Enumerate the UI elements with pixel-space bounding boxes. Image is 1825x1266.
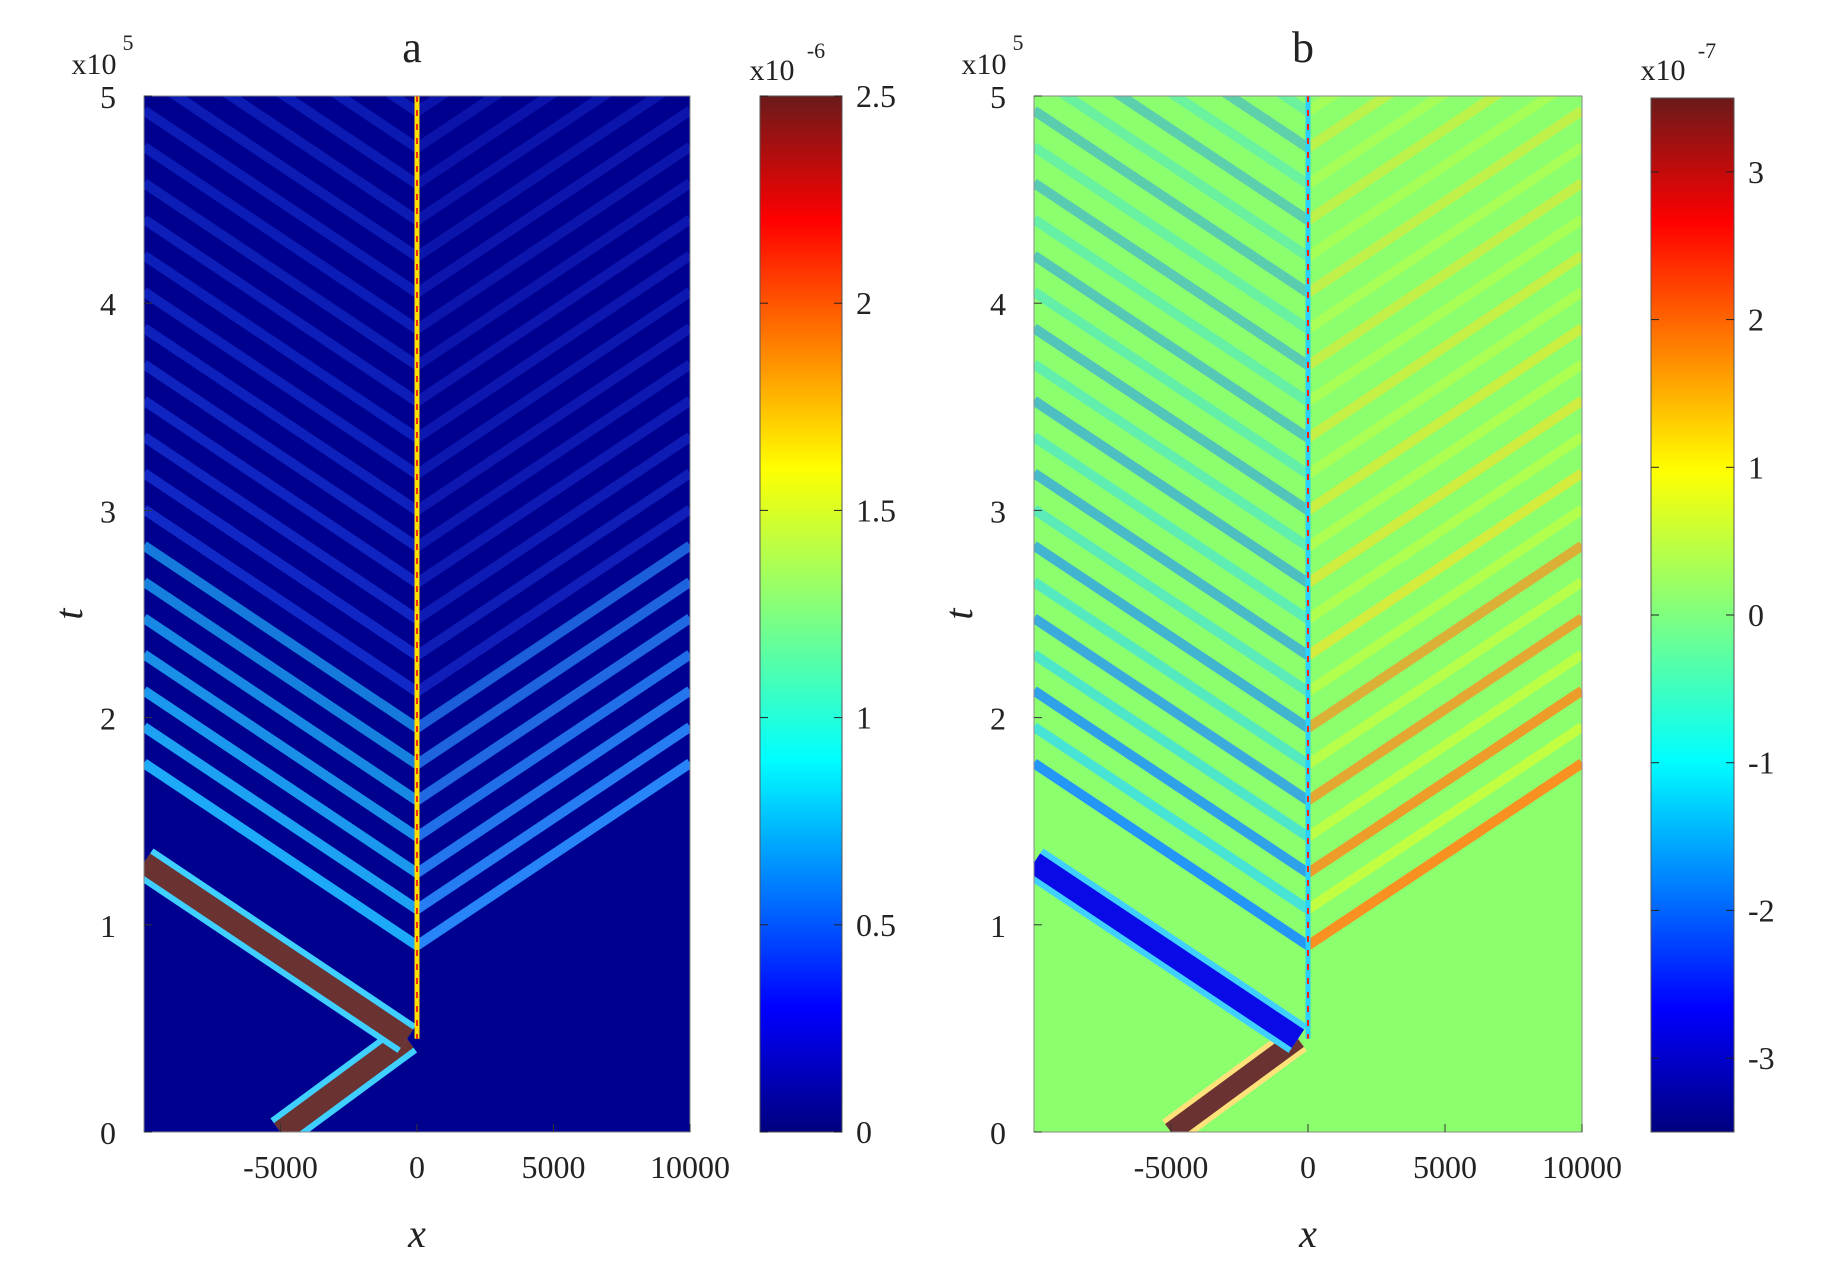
main-pulse bbox=[1034, 848, 1308, 1132]
colorbar: 0 0.5 1 1.5 2 2.5 x10 -6 bbox=[750, 38, 897, 1150]
heatmap-field bbox=[144, 96, 690, 1132]
y-tick-label: 2 bbox=[100, 701, 116, 737]
colorbar-tick-label: 2.5 bbox=[856, 78, 896, 114]
colorbar-exponent-power: -7 bbox=[1698, 38, 1716, 63]
colorbar-exponent-power: -6 bbox=[807, 38, 825, 63]
y-exponent-base: x10 bbox=[962, 48, 1007, 81]
colorbar-gradient bbox=[759, 95, 843, 1133]
y-exponent-base: x10 bbox=[72, 48, 117, 81]
y-tick-label: 1 bbox=[100, 908, 116, 944]
y-axis: 0 1 2 3 4 5 bbox=[990, 79, 1042, 1151]
y-exponent-power: 5 bbox=[1013, 30, 1024, 55]
x-tick-label: 10000 bbox=[1542, 1149, 1622, 1185]
x-axis: -5000 0 5000 10000 bbox=[1134, 1124, 1622, 1185]
y-tick-label: 5 bbox=[100, 79, 116, 115]
left-wave-bands bbox=[144, 96, 420, 950]
colorbar-tick-label: -1 bbox=[1748, 745, 1775, 781]
panel-a: -5000 0 5000 10000012345xtax10500.511.522.5… bbox=[46, 23, 897, 1256]
y-tick-label: 3 bbox=[100, 493, 116, 529]
right-wave-bands bbox=[414, 96, 690, 950]
main-pulse bbox=[144, 848, 418, 1132]
right-wave-bands bbox=[1305, 96, 1582, 950]
heatmap-field bbox=[1034, 96, 1582, 1132]
colorbar-tick-label: 2 bbox=[856, 285, 872, 321]
x-tick-label: 5000 bbox=[1413, 1149, 1477, 1185]
colorbar-tick-label: 1.5 bbox=[856, 492, 896, 528]
colorbar-tick-label: 3 bbox=[1748, 154, 1764, 190]
x-tick-label: 10000 bbox=[650, 1149, 730, 1185]
y-tick-label: 0 bbox=[990, 1115, 1006, 1151]
y-tick-label: 3 bbox=[990, 493, 1006, 529]
panel-b: -5000 0 5000 10000012345xtbx105-3-2-10123x1… bbox=[936, 23, 1775, 1256]
colorbar-tick-label: -2 bbox=[1748, 892, 1775, 928]
colorbar: -3 -2 -1 0 1 2 3 x10 -7 bbox=[1641, 38, 1775, 1133]
y-axis-label: t bbox=[46, 608, 91, 620]
colorbar-tick-label: 2 bbox=[1748, 302, 1764, 338]
panel-title: a bbox=[402, 23, 422, 72]
y-axis-label: t bbox=[936, 608, 981, 620]
y-tick-label: 0 bbox=[100, 1115, 116, 1151]
colorbar-gradient bbox=[1650, 97, 1735, 1133]
colorbar-tick-label: -3 bbox=[1748, 1040, 1775, 1076]
colorbar-exponent-base: x10 bbox=[750, 54, 795, 87]
colorbar-tick-label: 0 bbox=[856, 1114, 872, 1150]
y-tick-label: 2 bbox=[990, 701, 1006, 737]
y-tick-label: 4 bbox=[100, 286, 116, 322]
panel-title: b bbox=[1292, 23, 1314, 72]
y-exponent-power: 5 bbox=[123, 30, 134, 55]
colorbar-tick-label: 0.5 bbox=[856, 907, 896, 943]
left-wave-bands bbox=[1034, 96, 1311, 950]
x-axis: -5000 0 5000 10000 bbox=[243, 1124, 730, 1185]
colorbar-tick-label: 1 bbox=[856, 700, 872, 736]
x-tick-label: 0 bbox=[1300, 1149, 1316, 1185]
x-tick-label: 0 bbox=[409, 1149, 425, 1185]
colorbar-tick-label: 1 bbox=[1748, 449, 1764, 485]
x-axis-label: x bbox=[1298, 1211, 1317, 1256]
x-tick-label: -5000 bbox=[1134, 1149, 1209, 1185]
x-tick-label: -5000 bbox=[243, 1149, 318, 1185]
colorbar-exponent-base: x10 bbox=[1641, 54, 1686, 87]
x-axis-label: x bbox=[407, 1211, 426, 1256]
x-tick-label: 5000 bbox=[522, 1149, 586, 1185]
y-axis: 0 1 2 3 4 5 bbox=[100, 79, 152, 1151]
y-tick-label: 5 bbox=[990, 79, 1006, 115]
y-tick-label: 4 bbox=[990, 286, 1006, 322]
y-tick-label: 1 bbox=[990, 908, 1006, 944]
colorbar-tick-label: 0 bbox=[1748, 597, 1764, 633]
